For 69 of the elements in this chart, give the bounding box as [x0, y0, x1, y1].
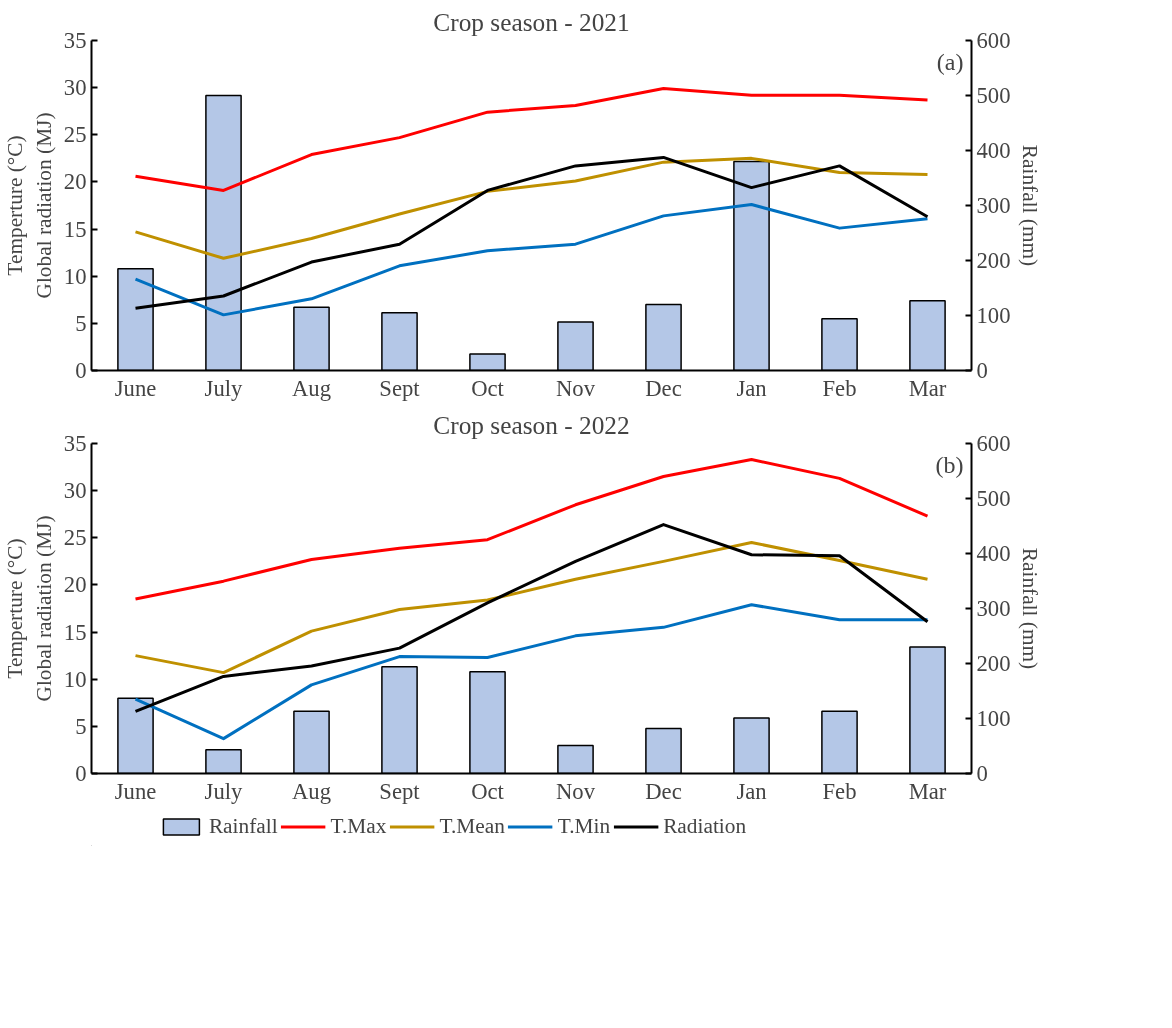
y2-tick-label: 100 — [976, 706, 1011, 731]
y-tick-label: 35 — [63, 431, 87, 456]
y-tick-label: 10 — [63, 263, 87, 289]
x-tick-label: Oct — [471, 778, 505, 804]
chart-title: Crop season - 2022 — [433, 410, 630, 439]
x-tick-label: Jan — [736, 778, 767, 804]
y2-tick-label: 200 — [976, 248, 1011, 273]
x-tick-label: Feb — [822, 778, 857, 804]
y2-tick-label: 400 — [976, 138, 1011, 163]
x-tick-label: June — [114, 375, 157, 401]
y-tick-label: 35 — [63, 28, 87, 53]
y2-tick-label: 600 — [976, 28, 1011, 53]
y2-axis-title: Rainfall (mm) — [1018, 144, 1043, 267]
annotation: (b) — [935, 451, 964, 478]
y2-tick-label: 200 — [976, 651, 1011, 676]
x-tick-label: June — [114, 778, 157, 804]
line-series — [134, 203, 929, 317]
x-tick-label: Mar — [908, 375, 947, 401]
y-tick-label: 5 — [75, 713, 87, 739]
x-tick-label: July — [204, 778, 244, 804]
y-tick-label: 25 — [63, 525, 87, 551]
legend-label: T.Min — [557, 813, 611, 839]
y2-tick-label: 400 — [976, 541, 1011, 566]
y2-tick-label: 100 — [976, 303, 1011, 328]
y-axis-title: Temperture (°C) Global radiation (MJ) — [3, 515, 56, 702]
x-tick-label: Aug — [291, 778, 332, 804]
y2-tick-label: 500 — [976, 83, 1011, 108]
x-tick-label: Sept — [379, 375, 421, 401]
x-tick-label: Sept — [379, 778, 421, 804]
y-tick-label: 15 — [63, 619, 87, 645]
x-tick-label: Jan — [736, 375, 767, 401]
y-tick-label: 0 — [75, 761, 87, 786]
y2-tick-label: 0 — [976, 761, 988, 786]
y2-tick-label: 0 — [976, 358, 988, 383]
legend-label: T.Max — [330, 813, 387, 839]
y-tick-label: 30 — [63, 75, 87, 101]
line-series — [134, 458, 929, 601]
y-tick-label: 20 — [63, 169, 87, 195]
legend-label: Radiation — [663, 813, 747, 839]
y-tick-label: 30 — [63, 478, 87, 504]
y2-tick-label: 500 — [976, 486, 1011, 511]
y2-tick-label: 600 — [976, 431, 1011, 456]
legend-label: Rainfall — [208, 813, 278, 839]
y2-tick-label: 300 — [976, 596, 1011, 621]
legend-label: T.Mean — [439, 813, 505, 839]
x-tick-label: Dec — [645, 375, 682, 401]
y-tick-label: 15 — [63, 216, 87, 242]
x-tick-label: Nov — [555, 778, 596, 804]
y-axis-title: Temperture (°C) Global radiation (MJ) — [3, 112, 56, 299]
x-tick-label: Dec — [645, 778, 682, 804]
y-tick-label: 0 — [75, 358, 87, 383]
y-tick-label: 5 — [75, 310, 87, 336]
annotation: (a) — [936, 48, 964, 75]
x-tick-label: Aug — [291, 375, 332, 401]
x-tick-label: Oct — [471, 375, 505, 401]
y-tick-label: 10 — [63, 666, 87, 692]
x-tick-label: July — [204, 375, 244, 401]
x-tick-label: Mar — [908, 778, 947, 804]
line-series — [134, 603, 929, 741]
y-tick-label: 20 — [63, 572, 87, 598]
y2-axis-title: Rainfall (mm) — [1018, 547, 1043, 670]
x-tick-label: Nov — [555, 375, 596, 401]
y-tick-label: 25 — [63, 122, 87, 148]
y2-tick-label: 300 — [976, 193, 1011, 218]
chart-title: Crop season - 2021 — [433, 7, 630, 36]
line-series — [134, 541, 929, 675]
line-series — [134, 156, 929, 260]
line-series — [134, 87, 929, 192]
x-tick-label: Feb — [822, 375, 857, 401]
